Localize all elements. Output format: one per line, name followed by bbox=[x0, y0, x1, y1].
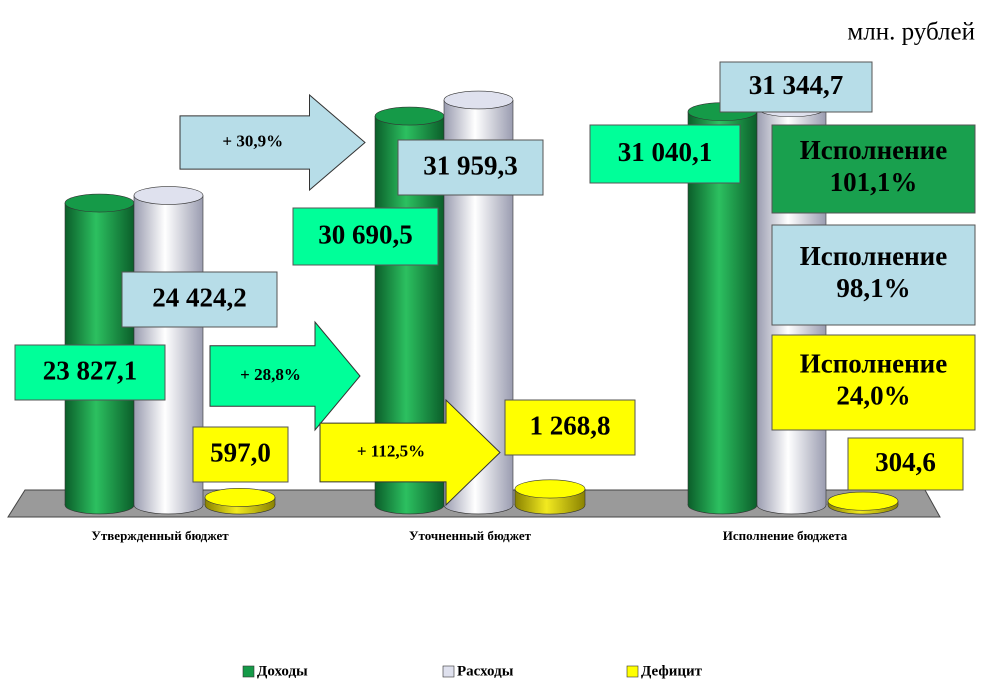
legend-label: Расходы bbox=[457, 663, 514, 679]
x-tick-label: Исполнение бюджета bbox=[723, 528, 848, 543]
value-label-box bbox=[719, 61, 873, 113]
arrow-label: + 112,5% bbox=[357, 441, 425, 460]
x-tick-label: Уточненный бюджет bbox=[409, 528, 532, 543]
value-label: 23 827,1 bbox=[43, 356, 138, 386]
arrow-label: + 30,9% bbox=[222, 131, 283, 150]
legend-label: Дефицит bbox=[641, 663, 703, 679]
legend-label: Доходы bbox=[257, 663, 308, 679]
value-label: 304,6 bbox=[875, 447, 936, 477]
value-label-box bbox=[14, 344, 166, 401]
cylinder-top bbox=[133, 186, 204, 205]
cylinder-top bbox=[64, 193, 135, 213]
cylinder-top bbox=[827, 491, 899, 511]
execution-text: Исполнение bbox=[800, 135, 947, 165]
value-label: 31 344,7 bbox=[749, 70, 844, 100]
value-label-box bbox=[589, 124, 741, 184]
execution-text: Исполнение bbox=[800, 241, 947, 271]
value-label: 31 040,1 bbox=[618, 137, 713, 167]
arrow-label: + 28,8% bbox=[240, 365, 301, 384]
cylinder-top bbox=[443, 90, 514, 110]
execution-box bbox=[771, 124, 976, 214]
arrow bbox=[209, 320, 361, 432]
value-label: 24 424,2 bbox=[152, 283, 247, 313]
value-label-box bbox=[847, 437, 964, 491]
legend-swatch bbox=[626, 665, 639, 678]
value-label: 31 959,3 bbox=[423, 151, 518, 181]
value-label-box bbox=[397, 139, 544, 196]
arrow bbox=[179, 93, 366, 192]
value-label-box bbox=[292, 207, 439, 266]
execution-text: 24,0% bbox=[836, 381, 910, 411]
arrow bbox=[319, 398, 501, 507]
value-label-box bbox=[192, 426, 289, 483]
execution-text: Исполнение bbox=[800, 349, 947, 379]
value-label: 1 268,8 bbox=[530, 411, 611, 441]
value-label: 597,0 bbox=[210, 438, 271, 468]
cylinder-top bbox=[374, 106, 445, 126]
execution-box bbox=[771, 334, 976, 431]
value-label: 30 690,5 bbox=[318, 220, 413, 250]
cylinder-top bbox=[514, 479, 586, 499]
legend-swatch bbox=[242, 665, 255, 678]
execution-text: 101,1% bbox=[830, 167, 918, 197]
execution-box bbox=[771, 224, 976, 326]
value-label-box bbox=[121, 271, 278, 328]
execution-text: 98,1% bbox=[836, 273, 910, 303]
cylinder-top bbox=[204, 488, 276, 507]
value-label-box bbox=[504, 399, 636, 456]
legend-swatch bbox=[442, 665, 455, 678]
unit-label: млн. рублей bbox=[847, 19, 975, 46]
x-tick-label: Утвержденный бюджет bbox=[91, 528, 229, 543]
